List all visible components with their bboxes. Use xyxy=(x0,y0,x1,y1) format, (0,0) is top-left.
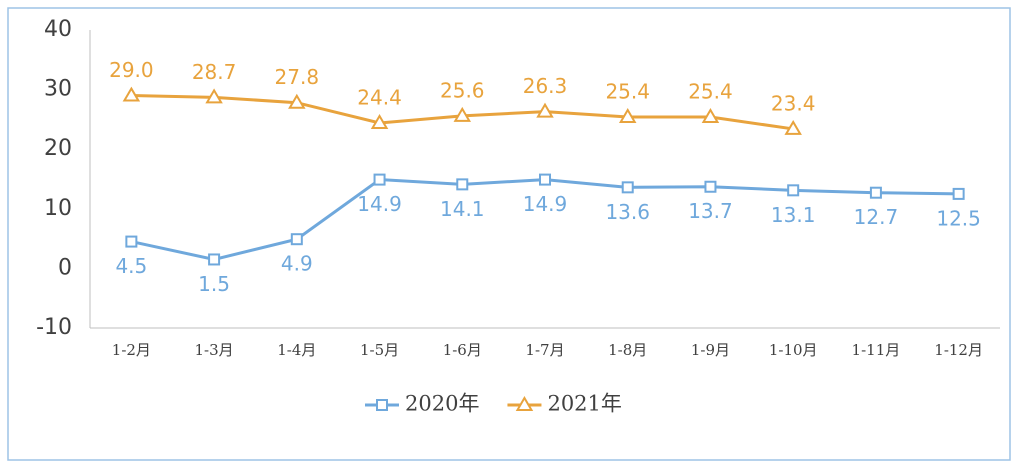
point xyxy=(122,86,141,102)
data-label: 12.7 xyxy=(854,205,899,229)
point xyxy=(704,180,717,193)
point xyxy=(621,181,634,194)
point xyxy=(536,102,554,118)
data-label: 28.7 xyxy=(192,60,237,84)
legend-label: 2020年 xyxy=(405,392,479,416)
point xyxy=(376,399,388,411)
point xyxy=(373,173,386,186)
point xyxy=(618,108,637,124)
point xyxy=(784,119,802,135)
data-label: 13.1 xyxy=(771,203,816,227)
data-label: 14.1 xyxy=(440,197,485,221)
x-tick-label: 1-9月 xyxy=(691,341,730,359)
point xyxy=(205,88,223,104)
data-label: 24.4 xyxy=(357,85,402,109)
y-tick-label: 40 xyxy=(44,17,72,42)
x-tick-label: 1-7月 xyxy=(525,341,564,359)
data-label: 23.4 xyxy=(771,91,816,115)
y-tick-label: 0 xyxy=(58,255,72,280)
data-label: 25.4 xyxy=(688,80,733,104)
data-label: 1.5 xyxy=(198,272,230,296)
point xyxy=(453,106,472,122)
chart-frame xyxy=(7,7,1011,461)
y-tick-label: -10 xyxy=(36,315,72,340)
x-tick-label: 1-2月 xyxy=(112,341,151,359)
point xyxy=(125,235,138,248)
x-tick-label: 1-5月 xyxy=(360,341,399,359)
point xyxy=(539,173,551,186)
point xyxy=(515,396,534,411)
data-label: 4.5 xyxy=(115,254,147,278)
x-tick-label: 1-12月 xyxy=(934,341,983,359)
data-label: 14.9 xyxy=(357,192,402,216)
point xyxy=(701,108,720,124)
x-tick-label: 1-10月 xyxy=(769,341,818,359)
data-label: 13.6 xyxy=(605,200,650,224)
y-tick-label: 20 xyxy=(44,136,72,161)
x-tick-label: 1-6月 xyxy=(443,341,482,359)
data-label: 25.4 xyxy=(605,80,650,104)
point xyxy=(869,186,882,199)
data-label: 29.0 xyxy=(109,58,154,82)
point xyxy=(952,187,965,200)
x-tick-label: 1-8月 xyxy=(608,341,647,359)
data-label: 27.8 xyxy=(275,65,320,89)
legend-label: 2021年 xyxy=(547,392,621,416)
point xyxy=(456,178,469,191)
x-tick-label: 1-4月 xyxy=(277,341,316,359)
data-label: 26.3 xyxy=(523,74,568,98)
data-label: 13.7 xyxy=(688,199,733,223)
point xyxy=(290,233,303,246)
point xyxy=(787,184,800,197)
point xyxy=(288,93,306,109)
data-label: 25.6 xyxy=(440,78,485,102)
point xyxy=(208,253,221,266)
y-tick-label: 30 xyxy=(44,77,72,102)
y-tick-label: 10 xyxy=(44,196,72,221)
data-label: 4.9 xyxy=(281,252,313,276)
data-label: 14.9 xyxy=(523,192,568,216)
x-tick-label: 1-11月 xyxy=(852,341,901,359)
point xyxy=(370,113,389,129)
x-tick-label: 1-3月 xyxy=(195,341,234,359)
data-label: 12.5 xyxy=(936,206,981,230)
